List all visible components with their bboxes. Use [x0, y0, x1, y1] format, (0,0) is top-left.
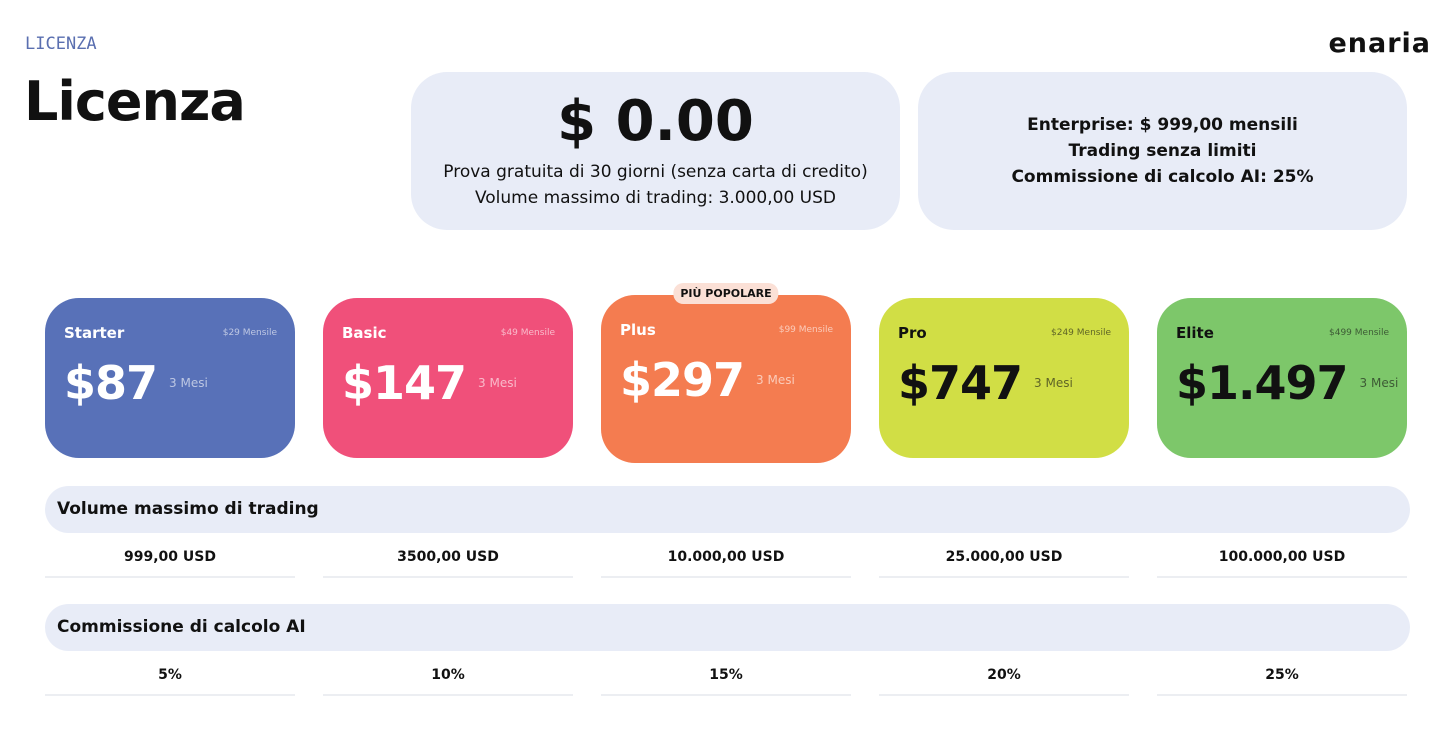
- plan-period: 3 Mesi: [169, 376, 208, 390]
- plan-monthly: $49 Mensile: [500, 328, 555, 338]
- table-cell: 3500,00 USD: [323, 549, 573, 578]
- trial-price: $ 0.00: [557, 89, 754, 154]
- plan-period: 3 Mesi: [1359, 376, 1399, 390]
- plan-price: $147: [342, 356, 467, 410]
- table-header: Commissione di calcolo AI: [45, 604, 1410, 651]
- popular-badge: PIÙ POPOLARE: [673, 283, 779, 304]
- plan-card[interactable]: Elite $499 Mensile $1.497 3 Mesi: [1157, 298, 1407, 458]
- plan-price: $1.497: [1176, 356, 1349, 410]
- plan-card[interactable]: Basic $49 Mensile $147 3 Mesi: [323, 298, 573, 458]
- table-cell: 5%: [45, 667, 295, 696]
- plan-card[interactable]: Starter $29 Mensile $87 3 Mesi: [45, 298, 295, 458]
- price-group: $1.497 3 Mesi: [1176, 356, 1398, 410]
- table-cell: 15%: [601, 667, 851, 696]
- price-group: $747 3 Mesi: [898, 356, 1073, 410]
- trial-line: Volume massimo di trading: 3.000,00 USD: [474, 188, 837, 208]
- plan-name: Elite: [1176, 324, 1214, 342]
- plan-period: 3 Mesi: [478, 376, 517, 390]
- plan-card[interactable]: Plus $99 Mensile $297 3 Mesi PIÙ POPOLARE: [601, 283, 851, 463]
- plan-period: 3 Mesi: [1034, 376, 1073, 390]
- enterprise-line: Trading senza limiti: [1068, 141, 1257, 161]
- plan-period: 3 Mesi: [756, 373, 795, 387]
- table-header: Volume massimo di trading: [45, 486, 1410, 533]
- plan-name: Pro: [898, 324, 927, 342]
- trial-line: Prova gratuita di 30 giorni (senza carta…: [443, 162, 868, 182]
- table-cell: 20%: [879, 667, 1129, 696]
- table-cell: 25%: [1157, 667, 1407, 696]
- plan-monthly: $29 Mensile: [222, 328, 277, 338]
- plan-name: Basic: [342, 324, 387, 342]
- plan-monthly: $249 Mensile: [1051, 328, 1111, 338]
- logo: enaria: [1328, 28, 1431, 59]
- table-cell: 100.000,00 USD: [1157, 549, 1407, 578]
- trial-box: $ 0.00 Prova gratuita di 30 giorni (senz…: [411, 72, 900, 230]
- enterprise-box: Enterprise: $ 999,00 mensili Trading sen…: [918, 72, 1407, 230]
- plan-name: Plus: [620, 321, 656, 339]
- page-title: Licenza: [24, 70, 246, 133]
- price-group: $297 3 Mesi: [620, 353, 795, 407]
- table-cell: 999,00 USD: [45, 549, 295, 578]
- plan-card[interactable]: Pro $249 Mensile $747 3 Mesi: [879, 298, 1129, 458]
- plan-monthly: $499 Mensile: [1329, 328, 1389, 338]
- table-cell: 25.000,00 USD: [879, 549, 1129, 578]
- plan-price: $297: [620, 353, 745, 407]
- table-cell: 10%: [323, 667, 573, 696]
- enterprise-line: Enterprise: $ 999,00 mensili: [1027, 115, 1298, 135]
- table-cell: 10.000,00 USD: [601, 549, 851, 578]
- price-group: $87 3 Mesi: [64, 356, 208, 410]
- plan-price: $747: [898, 356, 1023, 410]
- price-group: $147 3 Mesi: [342, 356, 517, 410]
- plan-name: Starter: [64, 324, 125, 342]
- enterprise-line: Commissione di calcolo AI: 25%: [1011, 167, 1314, 187]
- plan-monthly: $99 Mensile: [778, 325, 833, 335]
- eyebrow: LICENZA: [25, 34, 97, 54]
- plan-price: $87: [64, 356, 158, 410]
